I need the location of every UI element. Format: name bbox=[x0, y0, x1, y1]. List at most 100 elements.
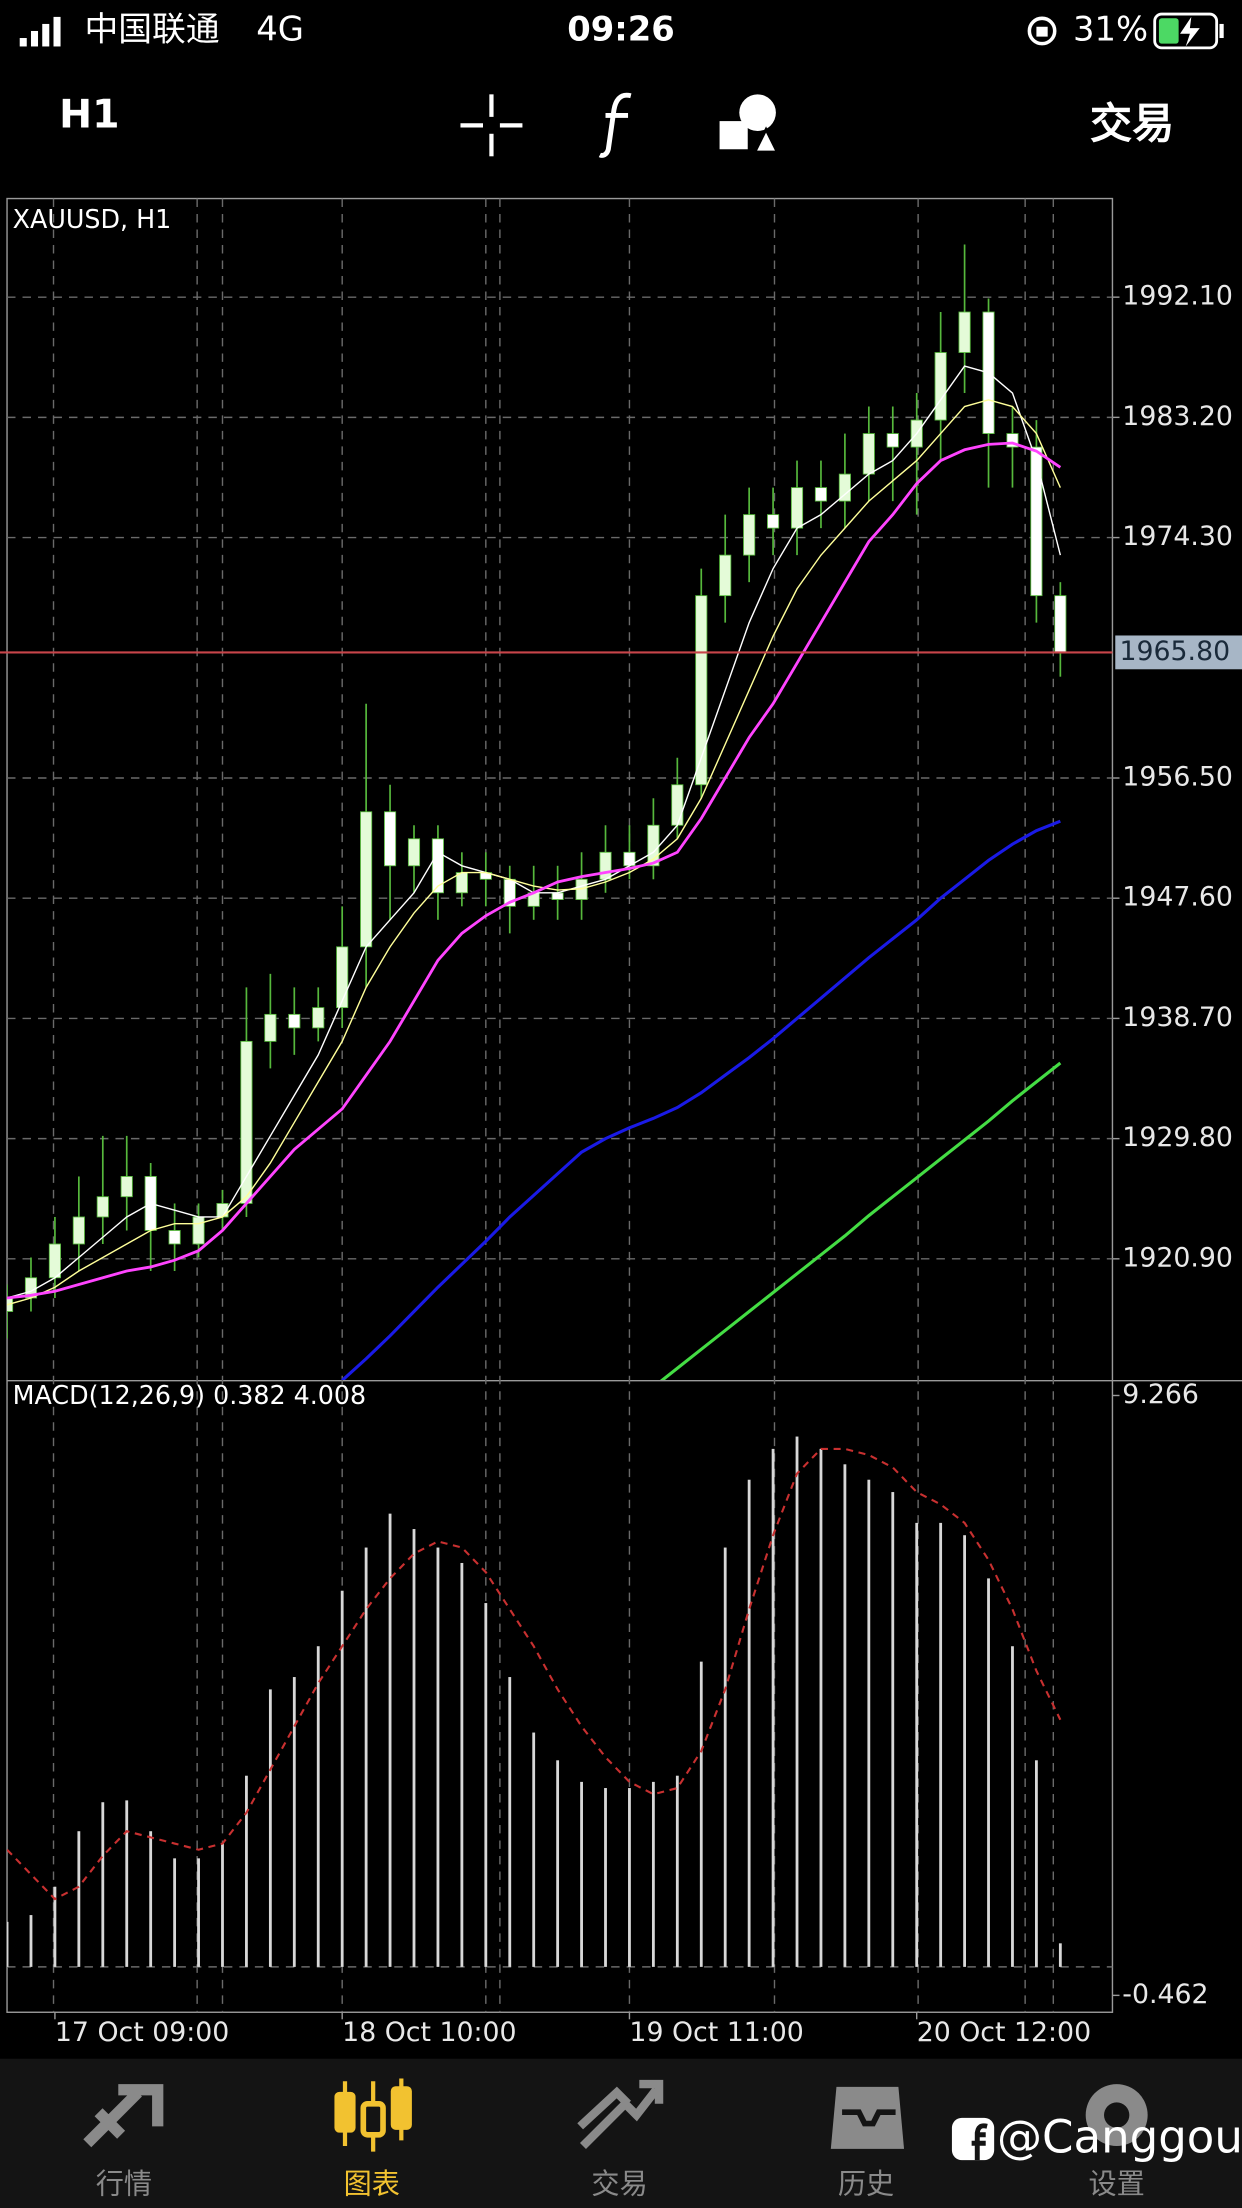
candle-body bbox=[384, 811, 397, 867]
candle-body bbox=[120, 1176, 133, 1198]
histogram-bar bbox=[173, 1858, 177, 1967]
vertical-grid bbox=[52, 198, 1055, 2013]
candle-body bbox=[671, 784, 684, 826]
tab-history[interactable]: 历史 bbox=[830, 2086, 905, 2201]
candle-body bbox=[886, 433, 899, 448]
histogram-bar bbox=[939, 1522, 943, 1967]
y-tick-label: -0.462 bbox=[1122, 1979, 1208, 2010]
moving-average-line bbox=[7, 399, 1061, 1306]
histogram-bar bbox=[508, 1677, 512, 1967]
chart-frame bbox=[6, 197, 1114, 2013]
histogram-bar bbox=[149, 1831, 153, 1967]
histogram-bar bbox=[436, 1547, 440, 1967]
histogram-bar bbox=[723, 1547, 727, 1967]
histogram-bar bbox=[556, 1760, 560, 1967]
histogram-bar bbox=[484, 1603, 488, 1967]
candle-body bbox=[743, 514, 756, 556]
battery-level: 31% bbox=[1073, 9, 1148, 48]
candle-body bbox=[312, 1007, 325, 1029]
price-plot bbox=[7, 244, 1113, 1380]
x-tick-label: 18 Oct 10:00 bbox=[342, 2017, 516, 2048]
candle-body bbox=[72, 1216, 85, 1245]
signal-line bbox=[7, 1447, 1062, 1901]
signal-icon bbox=[19, 16, 61, 47]
candle-body bbox=[767, 514, 780, 529]
histogram-bar bbox=[364, 1547, 368, 1967]
histogram-bar bbox=[580, 1781, 583, 1967]
tab-label[interactable]: 历史 bbox=[838, 2167, 894, 2200]
bid-label-box bbox=[1115, 635, 1242, 670]
candle-body bbox=[455, 872, 468, 894]
moving-average-line bbox=[659, 1061, 1062, 1380]
histogram-bar bbox=[915, 1522, 919, 1967]
histogram-bar bbox=[412, 1529, 416, 1967]
candle-body bbox=[934, 352, 947, 421]
tab-settings[interactable]: 设置 bbox=[1085, 2084, 1148, 2200]
tab-label[interactable]: 设置 bbox=[1089, 2167, 1145, 2200]
tab-label[interactable]: 行情 bbox=[96, 2167, 152, 2200]
y-tick-label: 9.266 bbox=[1122, 1379, 1199, 1410]
histogram-bar bbox=[197, 1858, 200, 1967]
indicators-button[interactable] bbox=[598, 92, 632, 158]
tab-chart[interactable]: 图表 bbox=[334, 2078, 412, 2200]
candle-body bbox=[1006, 433, 1019, 448]
histogram-bar bbox=[77, 1831, 81, 1967]
tab-trade[interactable]: 交易 bbox=[577, 2079, 664, 2200]
histogram-bar bbox=[771, 1448, 775, 1967]
chart-title: XAUUSD, H1 bbox=[13, 204, 172, 234]
y-tick-label: 1938.70 bbox=[1122, 1002, 1233, 1033]
y-tick-label: 1983.20 bbox=[1122, 401, 1233, 432]
trade-button[interactable]: 交易 bbox=[1090, 99, 1174, 148]
watermark-text: @Canggou bbox=[997, 2110, 1242, 2163]
histogram-bar bbox=[1035, 1760, 1038, 1967]
watermark: @Canggou bbox=[951, 2110, 1242, 2163]
histogram-bar bbox=[532, 1732, 536, 1967]
macd-plot bbox=[7, 1436, 1113, 1968]
y-tick-label: 1956.50 bbox=[1122, 761, 1233, 792]
histogram-bar bbox=[628, 1788, 631, 1967]
candle-body bbox=[695, 595, 708, 786]
histogram-bar bbox=[101, 1802, 105, 1967]
objects-button[interactable] bbox=[719, 94, 780, 154]
candle-body bbox=[838, 473, 851, 502]
tab-label[interactable]: 交易 bbox=[591, 2167, 647, 2200]
histogram-bar bbox=[221, 1843, 224, 1967]
tab-label[interactable]: 图表 bbox=[344, 2167, 400, 2200]
histogram-bar bbox=[268, 1689, 272, 1967]
histogram-bar bbox=[29, 1915, 33, 1967]
crosshair-button[interactable] bbox=[460, 94, 523, 157]
candle-body bbox=[551, 892, 564, 900]
histogram-bar bbox=[292, 1677, 296, 1967]
tab-quotes[interactable]: 行情 bbox=[83, 2084, 164, 2201]
candle-body bbox=[168, 1230, 181, 1245]
candle-body bbox=[264, 1013, 277, 1042]
y-tick-label: 1920.90 bbox=[1122, 1242, 1233, 1273]
histogram-bar bbox=[651, 1781, 655, 1967]
moving-average-line bbox=[341, 819, 1061, 1380]
candle-body bbox=[240, 1040, 253, 1204]
candle-body bbox=[192, 1216, 205, 1245]
candle-body bbox=[431, 838, 444, 894]
histogram-bar bbox=[1011, 1646, 1014, 1967]
timeframe-button[interactable]: H1 bbox=[59, 91, 119, 137]
histogram-bar bbox=[795, 1436, 799, 1967]
histogram-bar bbox=[245, 1775, 248, 1967]
histogram-bar bbox=[675, 1775, 679, 1967]
histogram-bar bbox=[819, 1448, 823, 1967]
axes: 1920.90 1929.80 1938.70 1947.60 1956.50 1974.… bbox=[0, 281, 1242, 2048]
tab-bar bbox=[0, 2058, 1242, 2208]
network: 4G bbox=[256, 9, 304, 48]
candle-body bbox=[48, 1243, 61, 1279]
candle-body bbox=[862, 433, 875, 475]
x-tick-label: 20 Oct 12:00 bbox=[917, 2017, 1091, 2048]
candle-body bbox=[958, 311, 971, 353]
candle-body bbox=[599, 851, 612, 880]
y-tick-label: 1974.30 bbox=[1122, 521, 1233, 552]
candle-body bbox=[407, 838, 421, 867]
histogram-bar bbox=[867, 1479, 871, 1967]
x-tick-label: 19 Oct 11:00 bbox=[629, 2017, 803, 2048]
histogram-bar bbox=[699, 1661, 703, 1967]
